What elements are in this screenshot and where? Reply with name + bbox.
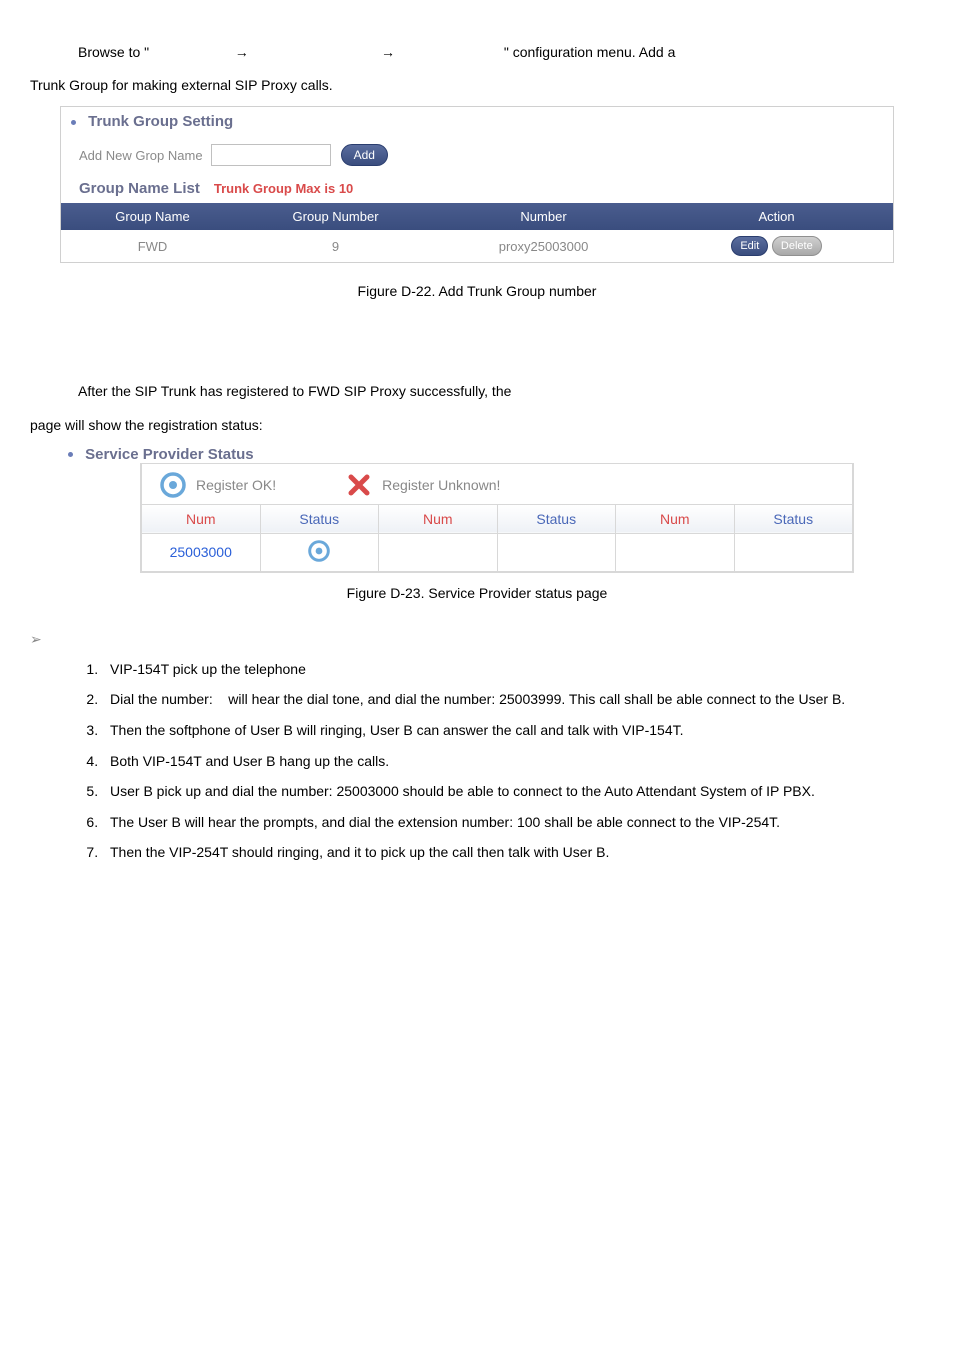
sps-title-text: Service Provider Status: [85, 446, 253, 463]
add-label: Add New Grop Name: [79, 148, 203, 163]
unknown-icon: [346, 472, 372, 498]
group-name-list-title: Group Name List: [79, 180, 200, 197]
th-group-number: Group Number: [244, 203, 427, 230]
step4-line2: page will show the registration status:: [30, 413, 924, 438]
th-status-1: Status: [260, 504, 379, 533]
th-status-3: Status: [734, 504, 853, 533]
group-name-list-sub: Trunk Group Max is 10: [214, 181, 353, 196]
intro-line2: Trunk Group for making external SIP Prox…: [30, 73, 924, 98]
th-num-1: Num: [142, 504, 261, 533]
cell-number: proxy25003000: [427, 230, 660, 262]
legend-unknown-label: Register Unknown!: [382, 477, 500, 493]
step-2b: will hear the dial tone, and dial the nu…: [228, 691, 845, 707]
th-status-2: Status: [497, 504, 616, 533]
sps-cell-empty: [497, 533, 616, 571]
intro-suffix1: " configuration menu. Add a: [504, 44, 676, 60]
sps-row: 25003000: [142, 533, 853, 571]
add-row: Add New Grop Name Add: [61, 136, 893, 176]
sps-panel: Service Provider Status Register OK!: [60, 446, 894, 573]
step-3: Then the softphone of User B will ringin…: [102, 717, 924, 744]
sps-cell-status: [260, 533, 379, 571]
sps-inner: Register OK! Register Unknown! Num Statu…: [140, 463, 854, 573]
trunk-group-panel: Trunk Group Setting Add New Grop Name Ad…: [60, 106, 894, 263]
legend-ok: Register OK!: [160, 472, 276, 498]
sps-cell-empty: [616, 533, 735, 571]
th-num-3: Num: [616, 504, 735, 533]
figure-caption-22: Figure D-22. Add Trunk Group number: [30, 283, 924, 299]
th-group-name: Group Name: [61, 203, 244, 230]
ok-icon: [160, 472, 186, 498]
cell-group-number: 9: [244, 230, 427, 262]
step-2: Dial the number: will hear the dial tone…: [102, 686, 924, 713]
th-number: Number: [427, 203, 660, 230]
group-name-input[interactable]: [211, 144, 331, 166]
step-1: VIP-154T pick up the telephone: [102, 656, 924, 683]
cell-action: Edit Delete: [660, 230, 893, 262]
sps-legend: Register OK! Register Unknown!: [141, 463, 853, 504]
step-5: User B pick up and dial the number: 2500…: [102, 778, 924, 805]
intro-line1: Browse to " → → " configuration menu. Ad…: [30, 40, 924, 65]
table-row: FWD 9 proxy25003000 Edit Delete: [61, 230, 893, 262]
sps-table: Num Status Num Status Num Status 2500300…: [141, 504, 853, 572]
intro-prefix: Browse to ": [78, 44, 149, 60]
step4-line1: After the SIP Trunk has registered to FW…: [30, 379, 924, 404]
legend-ok-label: Register OK!: [196, 477, 276, 493]
th-num-2: Num: [379, 504, 498, 533]
edit-button[interactable]: Edit: [731, 236, 768, 256]
add-button[interactable]: Add: [341, 144, 388, 166]
sps-cell-empty: [379, 533, 498, 571]
trunk-group-title: Trunk Group Setting: [88, 113, 233, 130]
triangle-bullet-icon: ➢: [30, 631, 42, 648]
th-action: Action: [660, 203, 893, 230]
ok-icon: [308, 540, 330, 562]
step-2a: Dial the number:: [110, 691, 213, 707]
group-list-header: Group Name List Trunk Group Max is 10: [61, 176, 893, 203]
delete-button[interactable]: Delete: [772, 236, 822, 256]
sps-title: Service Provider Status: [60, 446, 894, 463]
bullet-icon: [68, 452, 73, 457]
step-4: Both VIP-154T and User B hang up the cal…: [102, 748, 924, 775]
trunk-table: Group Name Group Number Number Action FW…: [61, 203, 893, 262]
arrow-icon: →: [235, 44, 249, 60]
trunk-group-header: Trunk Group Setting: [61, 107, 893, 136]
sps-cell-empty: [734, 533, 853, 571]
bullet-icon: [71, 120, 76, 125]
figure-caption-23: Figure D-23. Service Provider status pag…: [30, 585, 924, 601]
step-7: Then the VIP-254T should ringing, and it…: [102, 839, 924, 866]
steps-list: VIP-154T pick up the telephone Dial the …: [30, 656, 924, 866]
sps-cell-num: 25003000: [142, 533, 261, 571]
arrow-icon: →: [381, 44, 395, 60]
cell-group-name: FWD: [61, 230, 244, 262]
step-6: The User B will hear the prompts, and di…: [102, 809, 924, 836]
legend-unknown: Register Unknown!: [346, 472, 500, 498]
